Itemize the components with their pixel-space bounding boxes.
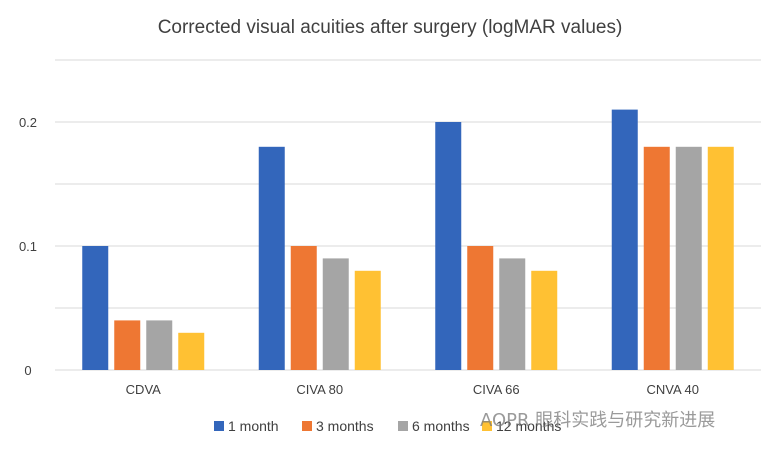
- bar-civa-66-6-months: [499, 258, 526, 370]
- legend-label: 3 months: [316, 418, 374, 434]
- legend-swatch: [482, 421, 492, 431]
- bars: [82, 109, 734, 370]
- legend-label: 12 months: [496, 418, 561, 434]
- bar-cnva-40-12-months: [707, 146, 734, 370]
- bar-cnva-40-6-months: [675, 146, 702, 370]
- bar-civa-66-1-month: [435, 122, 462, 370]
- bar-cdva-12-months: [178, 332, 205, 370]
- bar-cdva-3-months: [114, 320, 141, 370]
- y-tick-label: 0.2: [19, 115, 37, 130]
- gridlines: [55, 59, 761, 371]
- x-axis-categories: CDVA CIVA 80 CIVA 66 CNVA 40: [126, 382, 699, 397]
- legend-swatch: [214, 421, 224, 431]
- x-category-label: CIVA 80: [296, 382, 343, 397]
- bar-cdva-6-months: [146, 320, 173, 370]
- x-category-label: CDVA: [126, 382, 161, 397]
- legend-swatch: [398, 421, 408, 431]
- bar-civa-80-1-month: [258, 146, 285, 370]
- bar-civa-80-6-months: [322, 258, 349, 370]
- legend-label: 1 month: [228, 418, 279, 434]
- x-category-label: CIVA 66: [473, 382, 520, 397]
- legend-label: 6 months: [412, 418, 470, 434]
- watermark: AOPR 眼科实践与研究新进展: [480, 410, 716, 431]
- legend: 1 month 3 months 6 months 12 months: [214, 418, 561, 434]
- legend-swatch: [302, 421, 312, 431]
- bar-cnva-40-3-months: [643, 146, 670, 370]
- y-tick-label: 0: [24, 363, 31, 378]
- bar-cdva-1-month: [82, 246, 109, 370]
- bar-civa-66-3-months: [467, 246, 494, 370]
- x-category-label: CNVA 40: [646, 382, 699, 397]
- bar-cnva-40-1-month: [611, 109, 638, 370]
- y-axis-ticks: 0 0.1 0.2: [19, 115, 37, 378]
- bar-civa-66-12-months: [531, 270, 558, 370]
- chart-title: Corrected visual acuities after surgery …: [158, 17, 623, 38]
- bar-civa-80-12-months: [354, 270, 381, 370]
- y-tick-label: 0.1: [19, 239, 37, 254]
- bar-civa-80-3-months: [290, 246, 317, 370]
